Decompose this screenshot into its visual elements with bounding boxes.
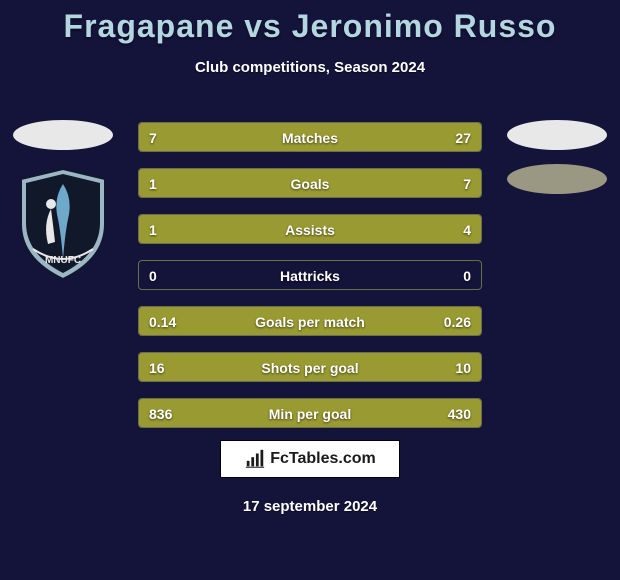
brand-text: FcTables.com <box>270 450 376 468</box>
brand-chart-icon <box>244 448 266 470</box>
stat-label: Shots per goal <box>139 353 481 382</box>
stat-row: 14Assists <box>138 214 482 244</box>
left-club-logo: MNUFC <box>13 164 113 284</box>
comparison-bars: 727Matches 17Goals 14Assists 00Hattricks 0.1… <box>138 122 482 444</box>
brand-badge: FcTables.com <box>220 440 400 478</box>
stat-row: 727Matches <box>138 122 482 152</box>
right-flag-placeholder <box>507 120 607 150</box>
page-title: Fragapane vs Jeronimo Russo <box>0 0 620 45</box>
stat-row: 0.140.26Goals per match <box>138 306 482 336</box>
stat-label: Goals <box>139 169 481 198</box>
stat-label: Matches <box>139 123 481 152</box>
stat-row: 00Hattricks <box>138 260 482 290</box>
stat-label: Min per goal <box>139 399 481 428</box>
subtitle: Club competitions, Season 2024 <box>0 59 620 76</box>
right-club-placeholder <box>507 164 607 194</box>
stat-label: Hattricks <box>139 261 481 290</box>
right-player-column <box>502 120 612 208</box>
stat-label: Goals per match <box>139 307 481 336</box>
stat-row: 17Goals <box>138 168 482 198</box>
stat-row: 836430Min per goal <box>138 398 482 428</box>
stat-row: 1610Shots per goal <box>138 352 482 382</box>
date-label: 17 september 2024 <box>0 498 620 515</box>
left-player-column: MNUFC <box>8 120 118 284</box>
stat-label: Assists <box>139 215 481 244</box>
left-flag-placeholder <box>13 120 113 150</box>
svg-text:MNUFC: MNUFC <box>45 255 81 266</box>
